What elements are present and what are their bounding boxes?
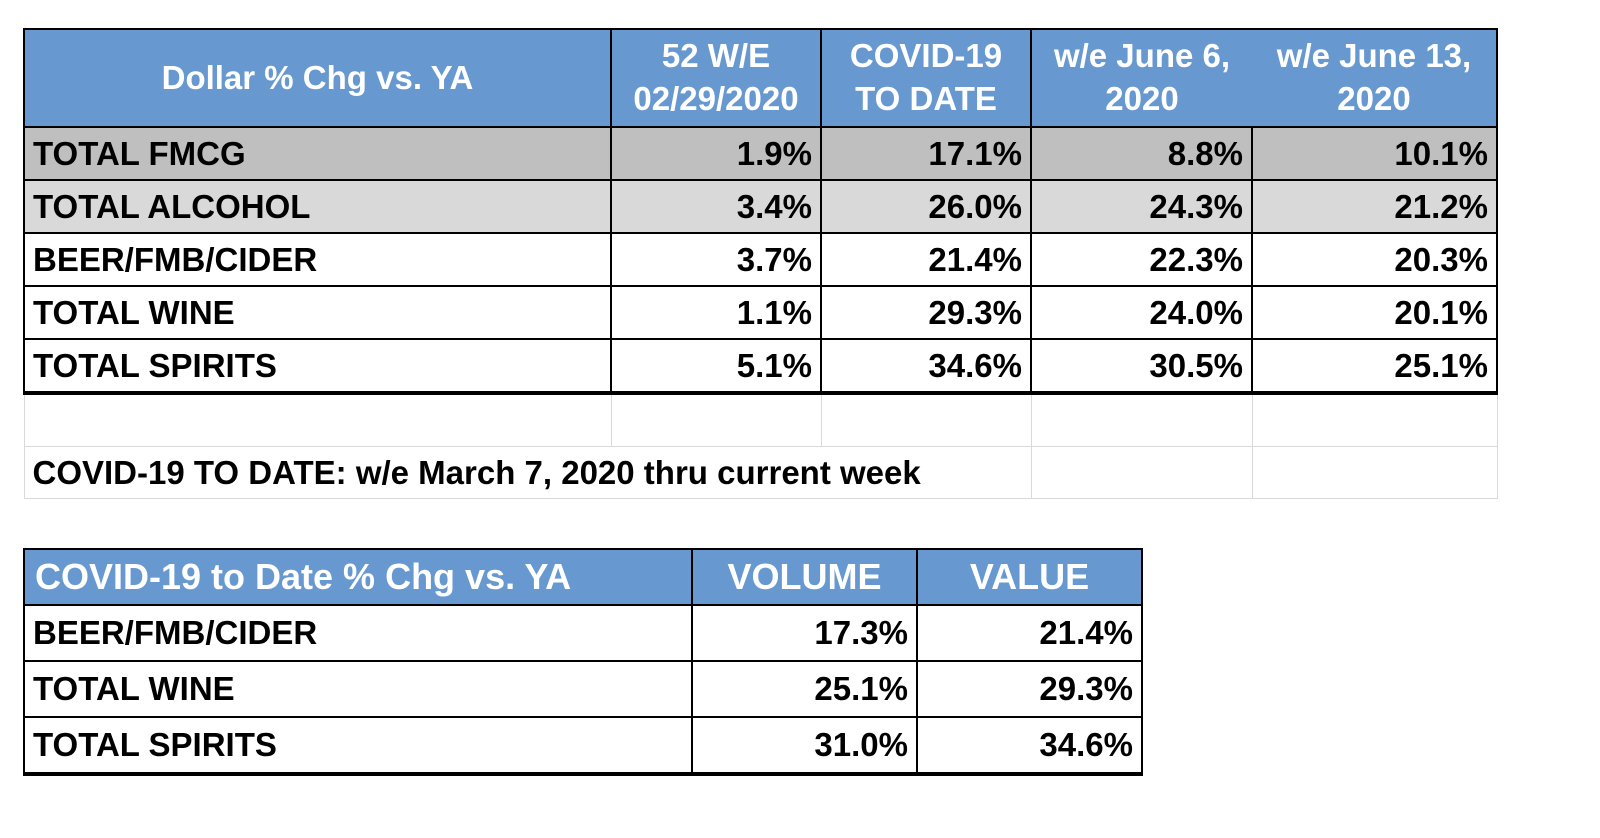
row-label: TOTAL SPIRITS — [23, 338, 612, 395]
table-row: TOTAL ALCOHOL 3.4% 26.0% 24.3% 21.2% — [23, 179, 1498, 234]
empty-cell — [1030, 392, 1253, 447]
header-we-june-13: w/e June 13, 2020 — [1252, 28, 1498, 128]
empty-cell — [1251, 446, 1498, 499]
empty-row — [23, 392, 1498, 447]
header-covid-to-date: COVID-19 TO DATE — [820, 28, 1032, 128]
cell-value: 3.4% — [610, 179, 822, 234]
row-label: BEER/FMB/CIDER — [23, 232, 612, 287]
cell-value: 21.4% — [820, 232, 1032, 287]
row-label: TOTAL WINE — [23, 660, 693, 718]
cell-value: 1.1% — [610, 285, 822, 340]
cell-value: 10.1% — [1251, 126, 1498, 181]
header-52-we: 52 W/E 02/29/2020 — [610, 28, 822, 128]
cell-volume: 25.1% — [691, 660, 918, 718]
table-row: TOTAL WINE 1.1% 29.3% 24.0% 20.1% — [23, 285, 1498, 340]
empty-cell — [1030, 446, 1253, 499]
row-label: TOTAL SPIRITS — [23, 716, 693, 776]
cell-value: 21.4% — [916, 604, 1143, 662]
cell-value: 26.0% — [820, 179, 1032, 234]
header-value: VALUE — [916, 548, 1143, 606]
cell-value: 29.3% — [916, 660, 1143, 718]
cell-volume: 17.3% — [691, 604, 918, 662]
table-row: TOTAL SPIRITS 31.0% 34.6% — [23, 716, 1143, 776]
row-label: TOTAL FMCG — [23, 126, 612, 181]
table-row: BEER/FMB/CIDER 17.3% 21.4% — [23, 604, 1143, 662]
cell-value: 24.0% — [1030, 285, 1253, 340]
cell-value: 17.1% — [820, 126, 1032, 181]
row-label: TOTAL WINE — [23, 285, 612, 340]
footnote-row: COVID-19 TO DATE: w/e March 7, 2020 thru… — [23, 446, 1498, 499]
header-we-june-6: w/e June 6, 2020 — [1030, 28, 1252, 128]
table-row: TOTAL SPIRITS 5.1% 34.6% 30.5% 25.1% — [23, 338, 1498, 395]
header-covid-to-date-change: COVID-19 to Date % Chg vs. YA — [23, 548, 693, 606]
row-label: TOTAL ALCOHOL — [23, 179, 612, 234]
volume-value-table: COVID-19 to Date % Chg vs. YA VOLUME VAL… — [23, 548, 1143, 776]
dollar-change-table: Dollar % Chg vs. YA 52 W/E 02/29/2020 COV… — [23, 28, 1498, 499]
footnote: COVID-19 TO DATE: w/e March 7, 2020 thru… — [23, 446, 1032, 499]
cell-volume: 31.0% — [691, 716, 918, 776]
cell-value: 1.9% — [610, 126, 822, 181]
row-label: BEER/FMB/CIDER — [23, 604, 693, 662]
header-dollar-change: Dollar % Chg vs. YA — [23, 28, 612, 128]
cell-value: 29.3% — [820, 285, 1032, 340]
cell-value: 34.6% — [916, 716, 1143, 776]
cell-value: 30.5% — [1030, 338, 1253, 395]
empty-cell — [610, 392, 822, 447]
cell-value: 20.1% — [1251, 285, 1498, 340]
cell-value: 5.1% — [610, 338, 822, 395]
empty-cell — [1251, 392, 1498, 447]
cell-value: 20.3% — [1251, 232, 1498, 287]
cell-value: 34.6% — [820, 338, 1032, 395]
cell-value: 3.7% — [610, 232, 822, 287]
cell-value: 21.2% — [1251, 179, 1498, 234]
empty-cell — [23, 392, 612, 447]
empty-cell — [820, 392, 1032, 447]
cell-value: 8.8% — [1030, 126, 1253, 181]
header-volume: VOLUME — [691, 548, 918, 606]
table-row: TOTAL WINE 25.1% 29.3% — [23, 660, 1143, 718]
cell-value: 24.3% — [1030, 179, 1253, 234]
table-row: TOTAL FMCG 1.9% 17.1% 8.8% 10.1% — [23, 126, 1498, 181]
cell-value: 22.3% — [1030, 232, 1253, 287]
table-row: BEER/FMB/CIDER 3.7% 21.4% 22.3% 20.3% — [23, 232, 1498, 287]
cell-value: 25.1% — [1251, 338, 1498, 395]
